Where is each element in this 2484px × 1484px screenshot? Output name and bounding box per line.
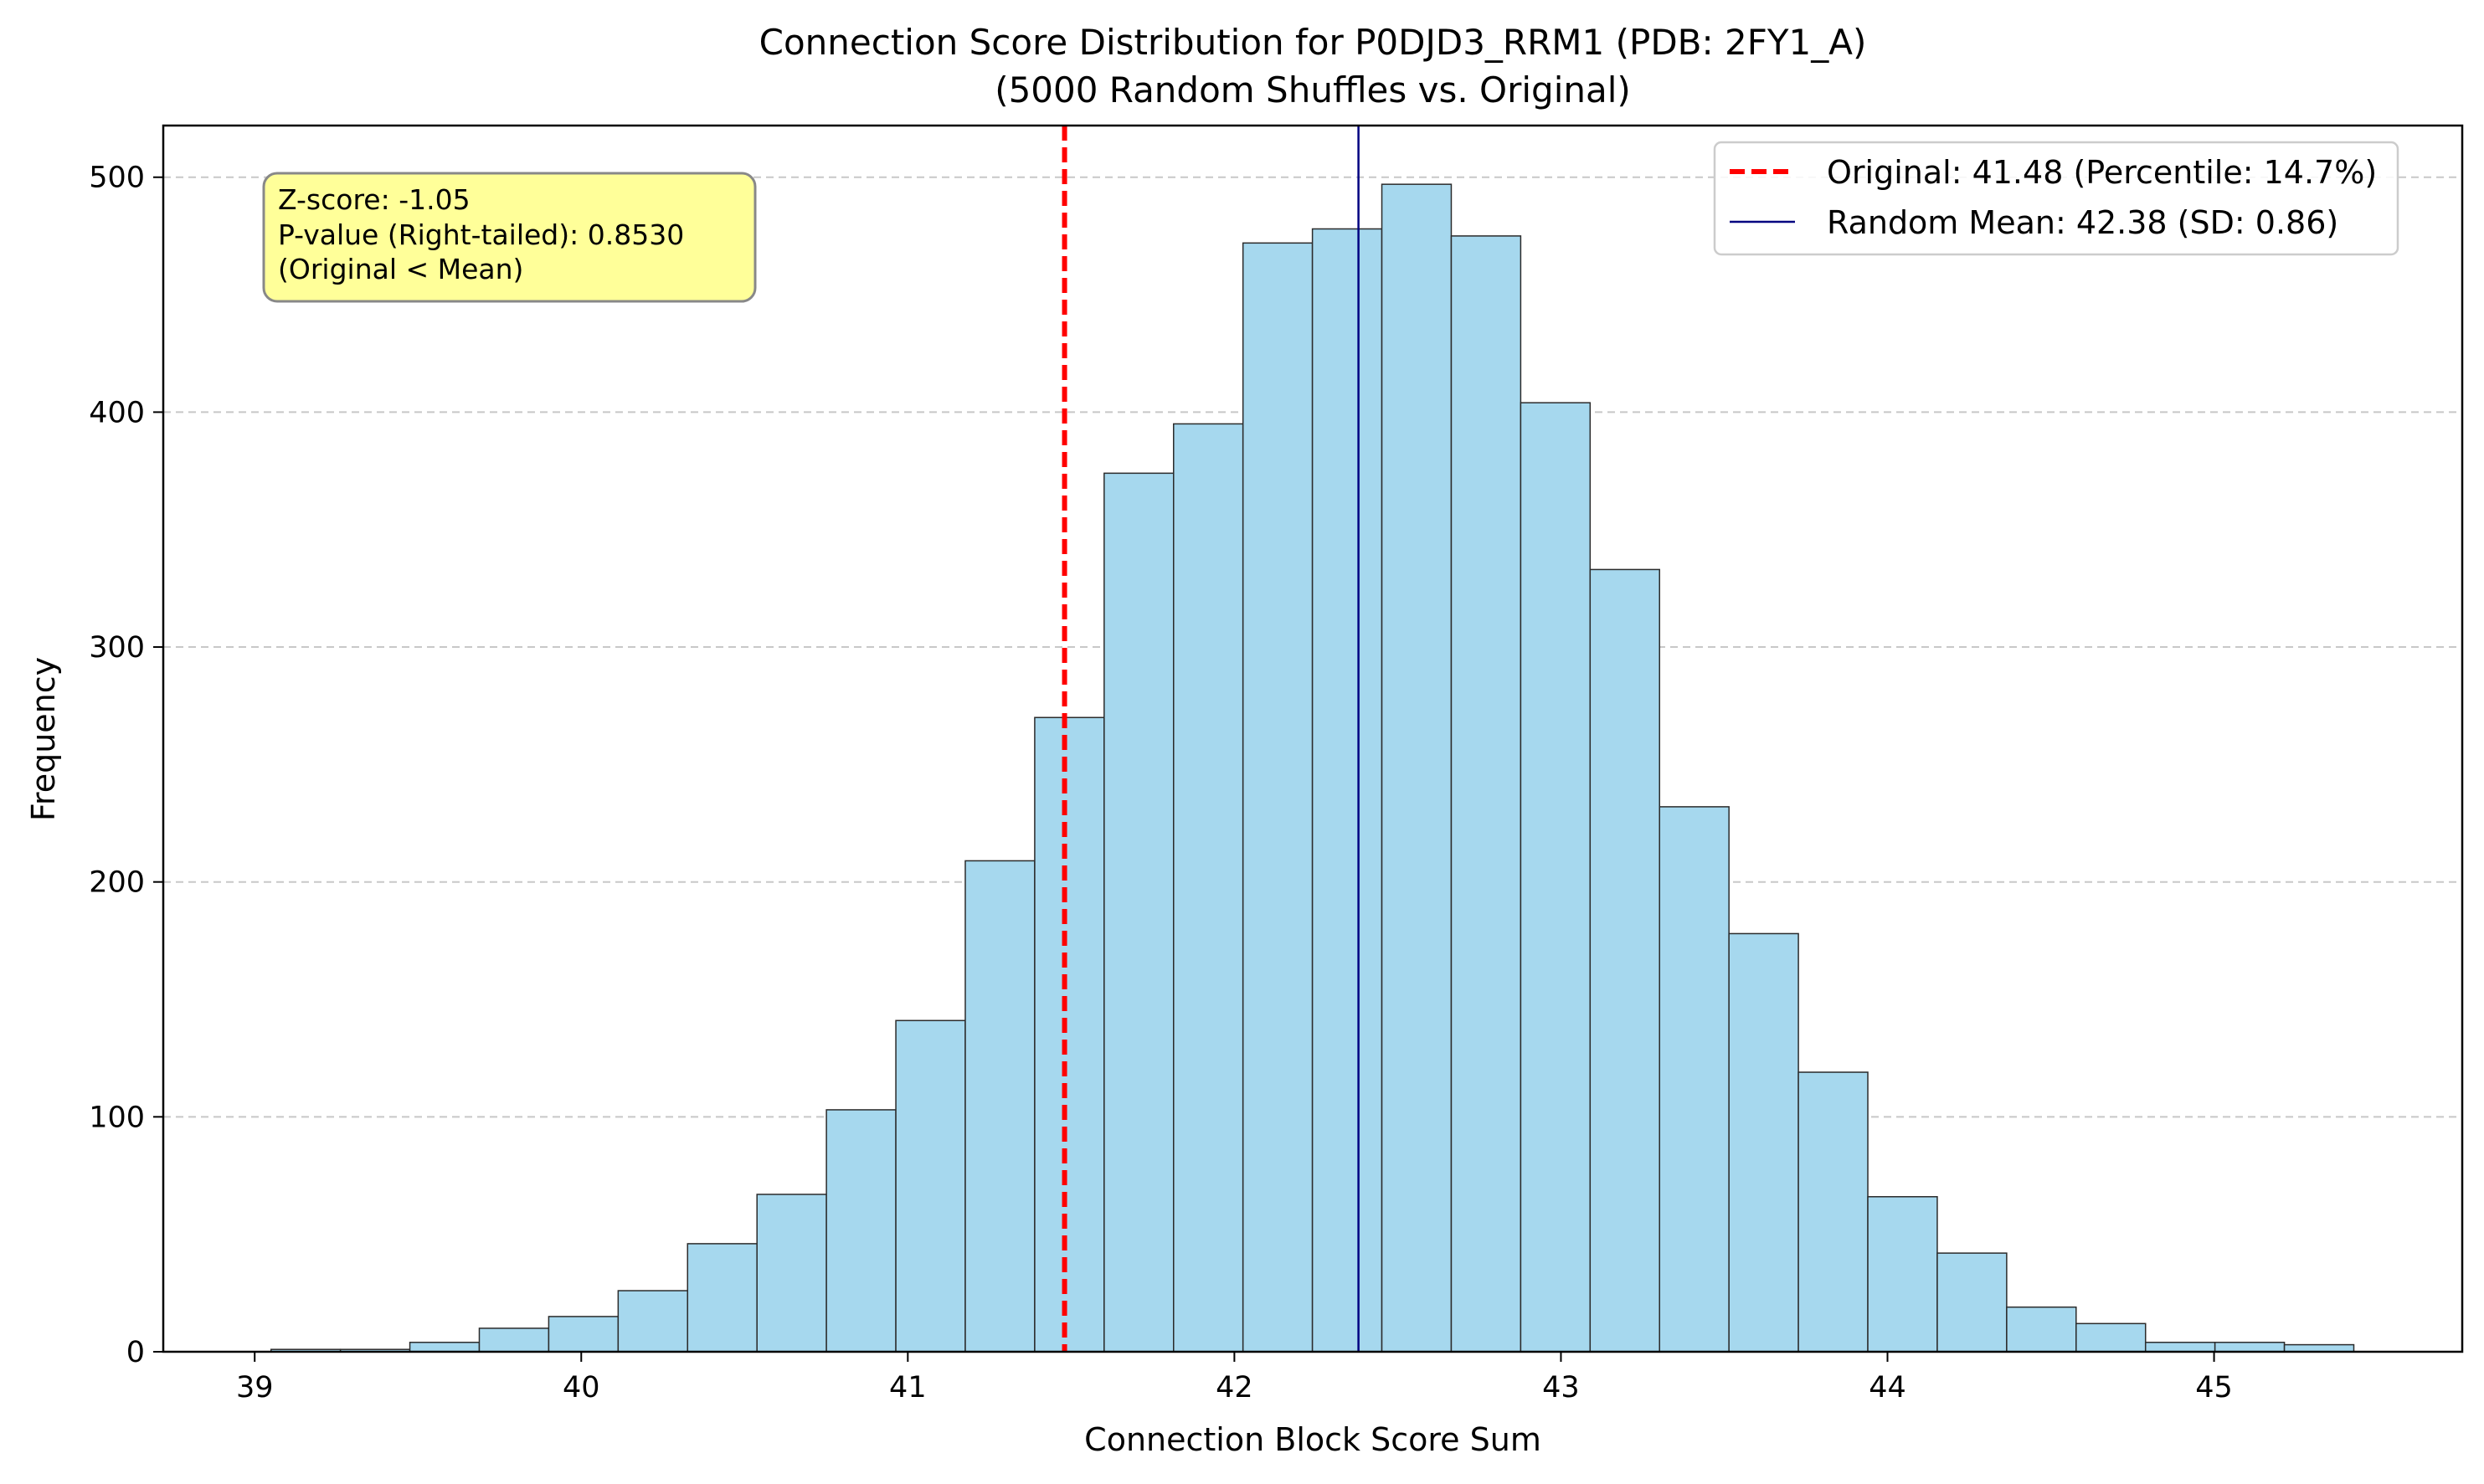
x-axis-label: Connection Block Score Sum	[1084, 1421, 1541, 1458]
y-tick-label: 200	[89, 866, 145, 900]
x-tick-label: 43	[1542, 1371, 1580, 1404]
x-tick-label: 44	[1869, 1371, 1906, 1404]
histogram-bar	[2006, 1306, 2077, 1353]
histogram-bar	[1589, 568, 1660, 1353]
histogram-bar	[1797, 1071, 1869, 1353]
histogram-bar	[2144, 1342, 2216, 1353]
histogram-bar	[2075, 1322, 2147, 1353]
histogram-bar	[1867, 1196, 1938, 1353]
histogram-bar	[825, 1109, 897, 1353]
x-tick-label: 39	[236, 1371, 274, 1404]
x-tick-label: 42	[1216, 1371, 1253, 1404]
histogram-bar	[548, 1316, 620, 1353]
histogram-bar	[1936, 1252, 2008, 1353]
histogram-bar	[2214, 1342, 2286, 1353]
histogram-bar	[1728, 932, 1799, 1353]
histogram-bar	[1242, 242, 1314, 1353]
legend-original-label: Original: 41.48 (Percentile: 14.7%)	[1827, 154, 2377, 191]
x-tick-label: 40	[563, 1371, 600, 1404]
x-axis-ticks: 39 40 41 42 43 44 45	[236, 1352, 2233, 1404]
x-tick-label: 41	[889, 1371, 927, 1404]
y-axis-ticks: 0 100 200 300 400 500	[89, 162, 163, 1369]
histogram-bar	[409, 1342, 481, 1353]
histogram-bar	[1520, 402, 1592, 1353]
histogram-bar	[756, 1194, 827, 1353]
legend-mean-label: Random Mean: 42.38 (SD: 0.86)	[1827, 204, 2338, 241]
histogram-bar	[964, 860, 1036, 1353]
y-tick-label: 100	[89, 1101, 145, 1134]
plot-frame	[162, 124, 2464, 1353]
chart-title: Connection Score Distribution for P0DJD3…	[759, 22, 1867, 63]
histogram-bar	[1173, 423, 1244, 1353]
histogram-bar	[1659, 806, 1730, 1353]
annotation-direction: (Original < Mean)	[278, 253, 523, 285]
annotation-zscore: Z-score: -1.05	[278, 183, 471, 216]
histogram-bar	[895, 1019, 966, 1353]
legend: Original: 41.48 (Percentile: 14.7%) Rand…	[1713, 141, 2399, 256]
y-tick-label: 400	[89, 396, 145, 429]
histogram-bars	[270, 183, 2355, 1353]
x-tick-label: 45	[2195, 1371, 2233, 1404]
histogram-bar	[2283, 1343, 2355, 1353]
stats-annotation: Z-score: -1.05 P-value (Right-tailed): 0…	[262, 172, 757, 303]
histogram-bar	[617, 1290, 689, 1353]
annotation-pvalue: P-value (Right-tailed): 0.8530	[278, 218, 684, 251]
y-tick-label: 0	[126, 1336, 145, 1369]
histogram-bar	[478, 1327, 550, 1353]
y-axis-label: Frequency	[25, 657, 62, 821]
legend-frame	[1713, 141, 2399, 256]
histogram-bar	[1381, 183, 1453, 1353]
histogram-bar	[1103, 472, 1175, 1353]
chart-subtitle: (5000 Random Shuffles vs. Original)	[995, 69, 1631, 110]
reference-lines	[1062, 126, 1360, 1352]
histogram-bar	[1450, 235, 1522, 1353]
y-tick-label: 300	[89, 631, 145, 665]
histogram-bar	[687, 1243, 758, 1353]
histogram-bar	[1311, 228, 1383, 1353]
annotation-box	[262, 172, 757, 303]
histogram-bar	[1034, 716, 1105, 1353]
y-tick-label: 500	[89, 162, 145, 195]
